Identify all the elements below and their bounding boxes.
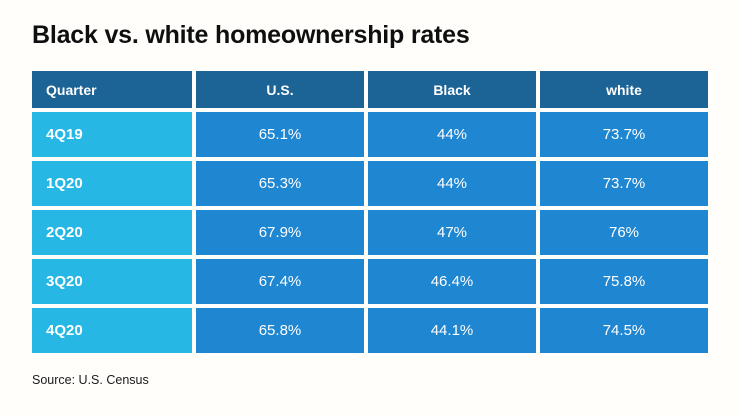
value-cell: 67.4% — [196, 259, 364, 304]
quarter-cell: 2Q20 — [32, 210, 192, 255]
value-cell: 44% — [368, 161, 536, 206]
source-note: Source: U.S. Census — [32, 373, 149, 387]
value-cell: 73.7% — [540, 112, 708, 157]
value-cell: 46.4% — [368, 259, 536, 304]
value-cell: 67.9% — [196, 210, 364, 255]
value-cell: 75.8% — [540, 259, 708, 304]
value-cell: 65.3% — [196, 161, 364, 206]
column-header-black: Black — [368, 71, 536, 108]
quarter-cell: 1Q20 — [32, 161, 192, 206]
value-cell: 74.5% — [540, 308, 708, 353]
value-cell: 76% — [540, 210, 708, 255]
value-cell: 65.8% — [196, 308, 364, 353]
homeownership-table: Quarter U.S. Black white 4Q19 65.1% 44% … — [32, 71, 708, 353]
value-cell: 44.1% — [368, 308, 536, 353]
chart-title: Black vs. white homeownership rates — [32, 21, 470, 49]
value-cell: 47% — [368, 210, 536, 255]
quarter-cell: 3Q20 — [32, 259, 192, 304]
quarter-cell: 4Q20 — [32, 308, 192, 353]
value-cell: 65.1% — [196, 112, 364, 157]
quarter-cell: 4Q19 — [32, 112, 192, 157]
value-cell: 73.7% — [540, 161, 708, 206]
value-cell: 44% — [368, 112, 536, 157]
column-header-white: white — [540, 71, 708, 108]
column-header-us: U.S. — [196, 71, 364, 108]
column-header-quarter: Quarter — [32, 71, 192, 108]
